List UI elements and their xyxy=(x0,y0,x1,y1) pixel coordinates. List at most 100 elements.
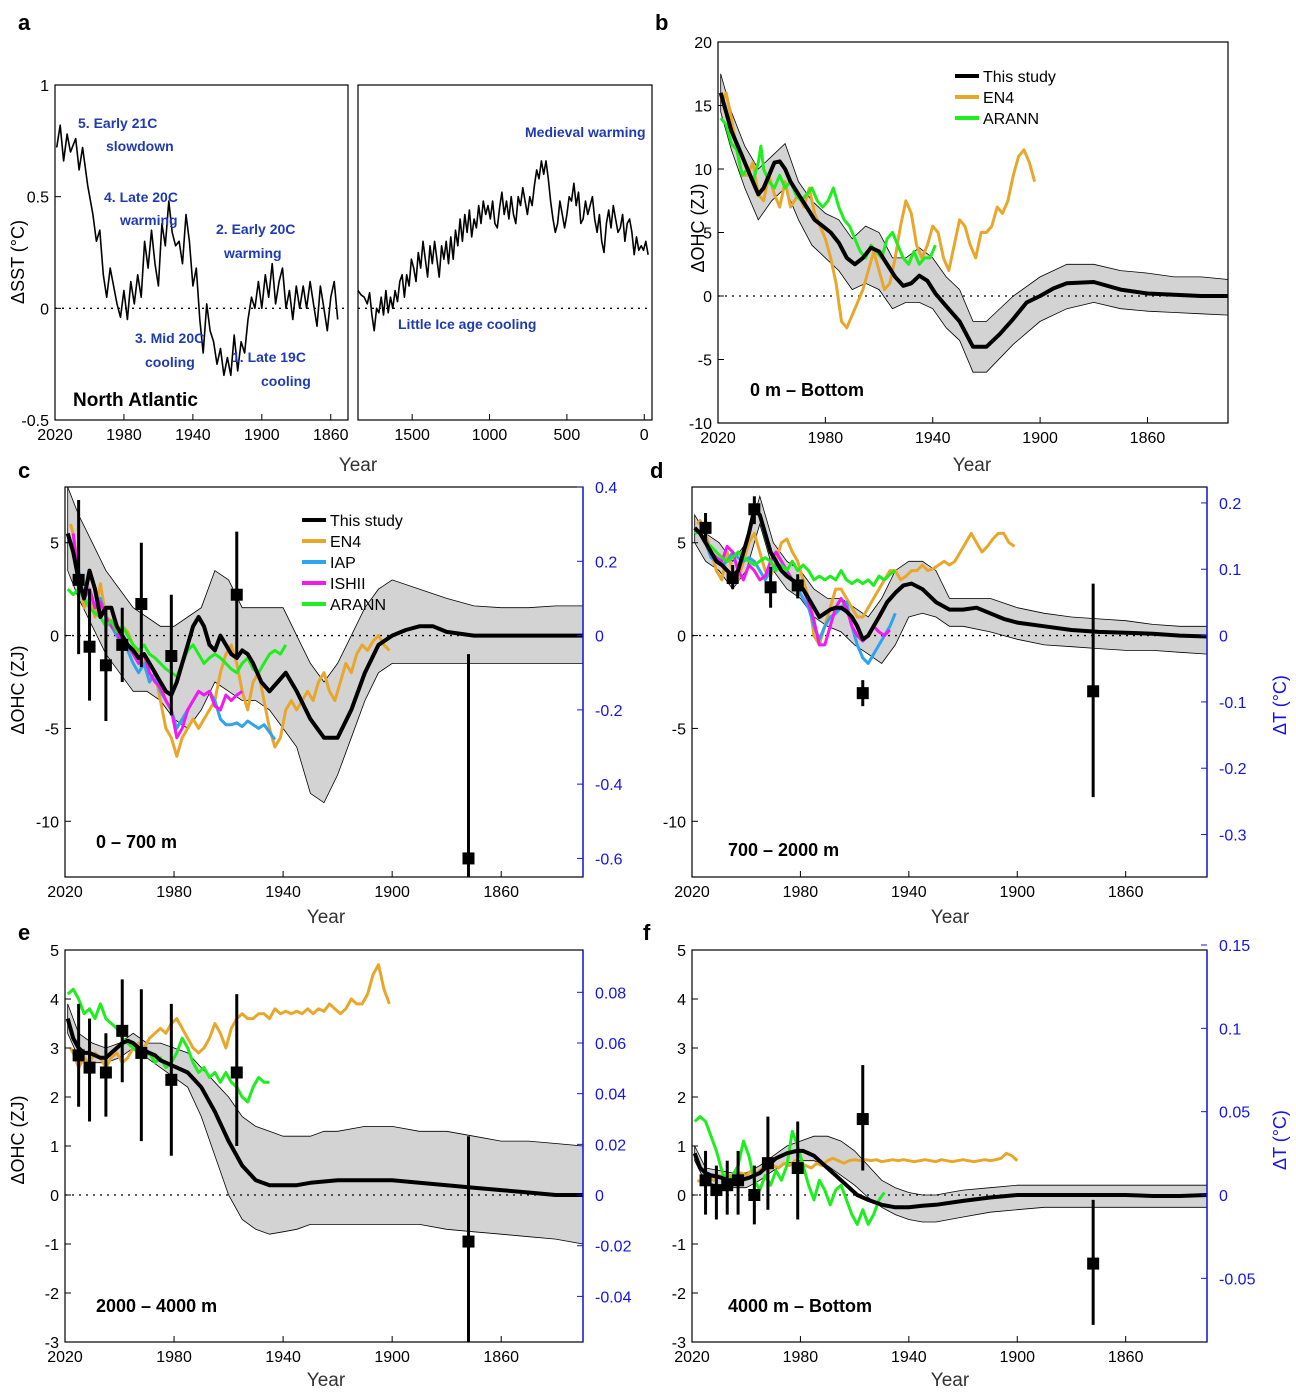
panel-f-obs-marker xyxy=(761,1157,774,1170)
panel-c-obs-marker xyxy=(83,640,96,653)
panel-b-series-this-study xyxy=(718,92,1228,349)
panel-e-ytick-label: 0 xyxy=(50,1188,59,1205)
panel-c-obs-marker xyxy=(230,588,243,601)
panel-e-xtick-label: 1860 xyxy=(483,1349,519,1366)
panel-c-series-ishii xyxy=(71,533,244,740)
panel-a: 2020 1980 1940 1900 1860 -0.5 0 0.5 1 1500 1000 50… xyxy=(8,78,653,476)
panel-f-ytick-right-label: 0.15 xyxy=(1219,938,1250,955)
legend-label-arann: ARANN xyxy=(983,111,1039,128)
panel-f-obs-marker xyxy=(710,1184,723,1197)
panel-d-ytick-label: 0 xyxy=(677,629,686,646)
legend-label-arann: ARANN xyxy=(330,597,386,614)
panel-b-xtick-label: 2020 xyxy=(700,430,736,447)
panel-e-xtick-label: 1940 xyxy=(265,1349,301,1366)
panel-e-uncertainty-band xyxy=(67,1003,584,1245)
panel-c-ytick-label: -5 xyxy=(45,721,59,738)
panel-b-xlabel: Year xyxy=(953,455,992,476)
panel-c-xlabel: Year xyxy=(307,907,346,928)
panel-e-xlabel: Year xyxy=(307,1370,346,1391)
panel-d-ytick-right-label: 0.2 xyxy=(1219,496,1241,513)
panel-f-obs-marker xyxy=(791,1162,804,1175)
panel-e-xtick-label: 1980 xyxy=(156,1349,192,1366)
panel-f-ytick-label: 1 xyxy=(677,1139,686,1156)
panel-e-ylabel: ΔOHC (ZJ) xyxy=(8,1095,28,1184)
panel-f-ytick-label: 5 xyxy=(677,943,686,960)
panel-a-left-frame xyxy=(54,84,349,421)
panel-a-ytick-label: 0.5 xyxy=(27,190,49,207)
panel-e: 2020 1980 1940 1900 1860 -3 -2 -1 0 1 2 3 4 5 -0.04 -0.… xyxy=(45,943,632,1366)
annotation-4-line1: 4. Late 20C xyxy=(104,189,178,205)
panel-d-ytick-right-label: -0.2 xyxy=(1219,761,1247,778)
region-label: North Atlantic xyxy=(73,390,198,411)
panel-c-obs-marker xyxy=(99,659,112,672)
panel-b-ytick-label: 0 xyxy=(703,289,712,306)
panel-e-ytick-label: -2 xyxy=(45,1286,59,1303)
panel-d-ytick-right-label: 0 xyxy=(1219,629,1228,646)
panel-letter-f: f xyxy=(643,920,651,945)
legend-label-ishii: ISHII xyxy=(330,576,366,593)
panel-f-series-en4 xyxy=(696,1151,1019,1185)
panel-letter-c: c xyxy=(18,458,30,483)
panel-a-left-plot: 2020 1980 1940 1900 1860 -0.5 0 0.5 1 xyxy=(21,78,348,444)
panel-c-ytick-label: 5 xyxy=(50,536,59,553)
panel-d-obs-marker xyxy=(748,503,761,516)
panel-a-left-xtick-label: 1980 xyxy=(106,427,142,444)
panel-a-annotations: 5. Early 21C slowdown 4. Late 20C warmin… xyxy=(78,115,646,389)
panel-f-ytick-right-label: -0.05 xyxy=(1219,1271,1256,1288)
panel-c-obs-marker xyxy=(135,598,148,610)
panel-c-ytick-label: 0 xyxy=(50,629,59,646)
panel-f-obs-marker xyxy=(732,1174,745,1187)
panel-c-ytick-right-label: -0.4 xyxy=(595,777,623,794)
panel-d-xtick-label: 1980 xyxy=(783,884,819,901)
panel-d-ytick-label: -5 xyxy=(672,721,686,738)
panel-f-ytick-label: -1 xyxy=(672,1237,686,1254)
panel-d-xtick-label: 2020 xyxy=(674,884,710,901)
panel-e-ytick-right-label: 0.06 xyxy=(595,1036,626,1053)
panel-c-ytick-right-label: 0 xyxy=(595,629,604,646)
annotation-little-ice-age: Little Ice age cooling xyxy=(398,316,536,332)
panel-letter-b: b xyxy=(655,10,668,35)
panel-f-ytick-label: 0 xyxy=(677,1188,686,1205)
panel-f-xtick-label: 1860 xyxy=(1108,1349,1144,1366)
panel-e-ytick-right-label: 0.04 xyxy=(595,1087,626,1104)
panel-e-obs-marker xyxy=(165,1073,178,1086)
panel-c-xtick-label: 1940 xyxy=(265,884,301,901)
panel-d-xtick-label: 1940 xyxy=(891,884,927,901)
panel-f-xlabel: Year xyxy=(931,1370,970,1391)
panel-d-ytick-right-label: -0.1 xyxy=(1219,695,1247,712)
annotation-5-line1: 5. Early 21C xyxy=(78,115,157,131)
panel-f-ytick-right-label: 0 xyxy=(1219,1188,1228,1205)
panel-b-ytick-label: -10 xyxy=(689,416,712,433)
panel-d-obs-marker xyxy=(699,521,712,534)
panel-d-xtick-label: 1900 xyxy=(999,884,1035,901)
panel-a-left-xtick-label: 1860 xyxy=(313,427,349,444)
annotation-3-line1: 3. Mid 20C xyxy=(135,330,204,346)
legend-label-this-study: This study xyxy=(330,513,403,530)
panel-c-obs-marker xyxy=(165,650,178,662)
panel-a-right-xtick-label: 0 xyxy=(640,427,649,444)
panel-e-ytick-right-label: -0.04 xyxy=(595,1289,632,1306)
panel-a-sst-series-recent xyxy=(55,124,339,377)
panel-b-xtick-label: 1980 xyxy=(808,430,844,447)
panel-a-right-xtick-label: 1500 xyxy=(394,427,430,444)
annotation-1-line2: cooling xyxy=(261,373,311,389)
legend-label-en4: EN4 xyxy=(983,90,1014,107)
panel-a-sst-series-past xyxy=(357,160,649,332)
panel-b-ytick-label: 10 xyxy=(694,162,712,179)
panel-b-depth-label: 0 m – Bottom xyxy=(750,380,864,400)
panel-d-ytick-label: -10 xyxy=(663,814,686,831)
legend-label-iap: IAP xyxy=(330,555,356,572)
panel-d-depth-label: 700 – 2000 m xyxy=(728,840,839,860)
panel-b-xtick-label: 1940 xyxy=(915,430,951,447)
panel-f: 2020 1980 1940 1900 1860 -3 -2 -1 0 1 2 3 4 5 -0.05 0 0.… xyxy=(672,938,1256,1366)
panel-f-xtick-label: 2020 xyxy=(674,1349,710,1366)
panel-c-obs-marker xyxy=(116,638,129,651)
panel-e-ytick-label: 3 xyxy=(50,1041,59,1058)
panel-f-ytick-label: 3 xyxy=(677,1041,686,1058)
panel-b-ytick-label: 15 xyxy=(694,99,712,116)
panel-e-obs-marker xyxy=(72,1049,85,1062)
panel-f-obs-marker xyxy=(721,1179,734,1192)
panel-f-obs-marker xyxy=(856,1113,869,1126)
panel-a-left-xtick-label: 2020 xyxy=(37,427,73,444)
